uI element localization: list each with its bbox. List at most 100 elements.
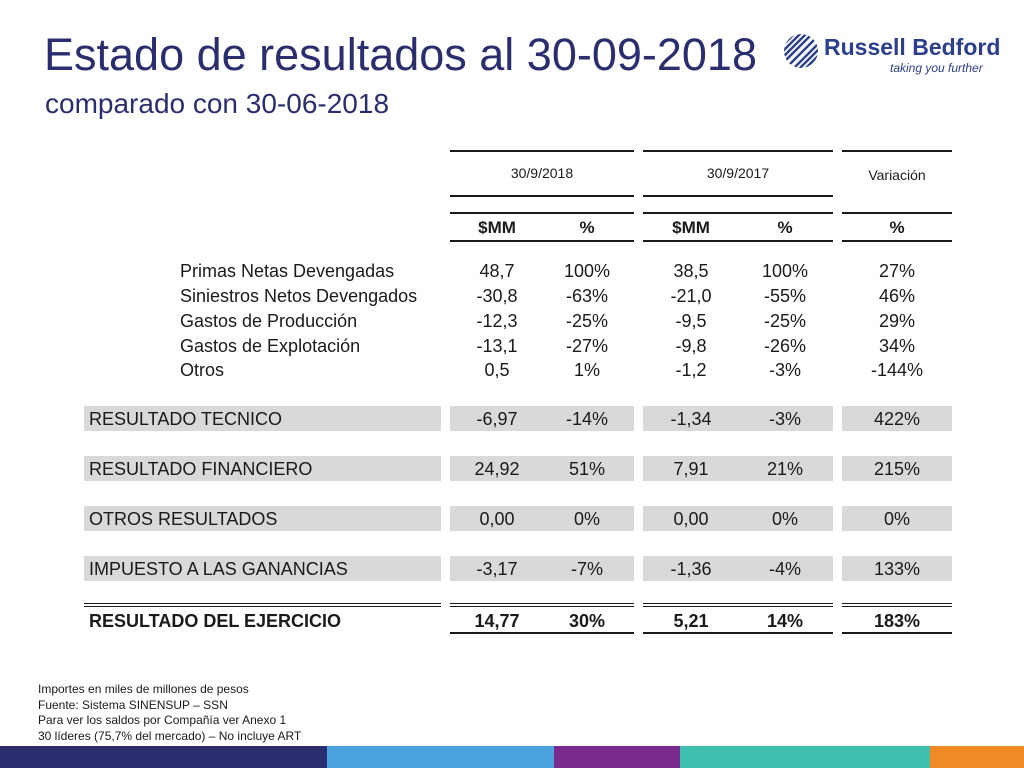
cell-value: -30,8 bbox=[476, 286, 518, 306]
row-background bbox=[842, 556, 952, 581]
row-background bbox=[842, 406, 952, 431]
column-header-2017: 30/9/2017 bbox=[706, 165, 770, 181]
page-title: Estado de resultados al 30-09-2018 bbox=[44, 29, 757, 80]
cell-value: 7,91 bbox=[673, 459, 709, 479]
row-background bbox=[643, 456, 833, 481]
cell-value: 14,77 bbox=[474, 611, 520, 631]
cell-value: -4% bbox=[768, 559, 801, 579]
cell-value: 0% bbox=[883, 509, 910, 529]
total-rule bbox=[643, 603, 833, 604]
row-background bbox=[643, 556, 833, 581]
cell-value: 27% bbox=[878, 261, 916, 281]
row-label: RESULTADO TECNICO bbox=[89, 409, 283, 429]
cell-value: 100% bbox=[563, 261, 611, 281]
cell-value: 0% bbox=[573, 509, 600, 529]
header-rule bbox=[450, 150, 634, 152]
column-header-2018: 30/9/2018 bbox=[510, 165, 574, 181]
cell-value: 215% bbox=[873, 459, 921, 479]
footnote: Importes en miles de millones de pesos bbox=[38, 682, 249, 696]
row-background bbox=[84, 506, 441, 531]
cell-value: 21% bbox=[766, 459, 804, 479]
total-rule bbox=[450, 603, 634, 604]
cell-value: -13,1 bbox=[476, 336, 518, 356]
row-background bbox=[643, 506, 833, 531]
cell-value: 48,7 bbox=[479, 261, 515, 281]
subheader-rule bbox=[450, 240, 634, 242]
row-label: RESULTADO DEL EJERCICIO bbox=[89, 611, 342, 631]
row-background bbox=[842, 506, 952, 531]
color-segment bbox=[680, 746, 930, 768]
color-segment bbox=[554, 746, 680, 768]
cell-value: -7% bbox=[570, 559, 603, 579]
color-segment bbox=[930, 746, 1024, 768]
cell-value: 51% bbox=[568, 459, 606, 479]
row-background bbox=[450, 556, 634, 581]
header-rule bbox=[450, 195, 634, 197]
row-label: Otros bbox=[180, 360, 225, 380]
row-label: OTROS RESULTADOS bbox=[89, 509, 278, 529]
row-background bbox=[643, 406, 833, 431]
header-rule bbox=[643, 150, 833, 152]
total-rule bbox=[450, 632, 634, 634]
total-rule bbox=[643, 606, 833, 607]
row-label: Siniestros Netos Devengados bbox=[180, 286, 418, 306]
cell-value: -55% bbox=[763, 286, 807, 306]
cell-value: 14% bbox=[766, 611, 804, 631]
cell-value: -21,0 bbox=[670, 286, 712, 306]
header-rule bbox=[842, 150, 952, 152]
subheader-rule bbox=[450, 212, 634, 214]
cell-value: 183% bbox=[873, 611, 921, 631]
cell-value: -63% bbox=[565, 286, 609, 306]
page-subtitle: comparado con 30-06-2018 bbox=[45, 88, 390, 119]
color-segment bbox=[0, 746, 327, 768]
row-label: Gastos de Explotación bbox=[180, 336, 361, 356]
row-background bbox=[450, 456, 634, 481]
row-background bbox=[84, 406, 441, 431]
subheader-rule bbox=[842, 240, 952, 242]
row-label: RESULTADO FINANCIERO bbox=[89, 459, 313, 479]
row-label: Primas Netas Devengadas bbox=[180, 261, 395, 281]
cell-value: 30% bbox=[568, 611, 606, 631]
cell-value: 0,00 bbox=[479, 509, 515, 529]
logo-name: Russell Bedford bbox=[824, 34, 1001, 60]
row-label: IMPUESTO A LAS GANANCIAS bbox=[89, 559, 348, 579]
subheader-mm: $MM bbox=[478, 218, 516, 237]
cell-value: 38,5 bbox=[673, 261, 709, 281]
cell-value: -1,2 bbox=[675, 360, 707, 380]
cell-value: -27% bbox=[565, 336, 609, 356]
cell-value: 46% bbox=[878, 286, 916, 306]
total-rule bbox=[450, 606, 634, 607]
cell-value: -25% bbox=[565, 311, 609, 331]
subheader-rule bbox=[842, 212, 952, 214]
cell-value: 1% bbox=[573, 360, 600, 380]
subheader-pct: % bbox=[889, 218, 905, 237]
row-background bbox=[450, 406, 634, 431]
cell-value: 24,92 bbox=[474, 459, 520, 479]
cell-value: 29% bbox=[878, 311, 916, 331]
total-rule bbox=[84, 606, 441, 607]
total-rule bbox=[842, 603, 952, 604]
column-header-variacion: Variación bbox=[868, 167, 926, 183]
cell-value: -144% bbox=[870, 360, 924, 380]
cell-value: -12,3 bbox=[476, 311, 518, 331]
subheader-rule bbox=[643, 240, 833, 242]
row-label: Gastos de Producción bbox=[180, 311, 358, 331]
cell-value: 0% bbox=[771, 509, 798, 529]
total-rule bbox=[84, 603, 441, 604]
cell-value: -25% bbox=[763, 311, 807, 331]
cell-value: 422% bbox=[873, 409, 921, 429]
subheader-mm: $MM bbox=[672, 218, 710, 237]
row-background bbox=[450, 506, 634, 531]
row-background bbox=[842, 456, 952, 481]
footnote: Fuente: Sistema SINENSUP – SSN bbox=[38, 697, 228, 712]
footnotes: Importes en miles de millones de pesos F… bbox=[38, 682, 301, 744]
subheader-pct: % bbox=[579, 218, 595, 237]
cell-value: -14% bbox=[565, 409, 609, 429]
cell-value: -3,17 bbox=[476, 559, 518, 579]
cell-value: -9,5 bbox=[675, 311, 707, 331]
cell-value: -3% bbox=[768, 409, 801, 429]
cell-value: 0,00 bbox=[673, 509, 709, 529]
cell-value: -9,8 bbox=[675, 336, 707, 356]
footnote: Para ver los saldos por Compañía ver Ane… bbox=[38, 713, 287, 727]
footnote: 30 líderes (75,7% del mercado) – No incl… bbox=[38, 728, 302, 743]
